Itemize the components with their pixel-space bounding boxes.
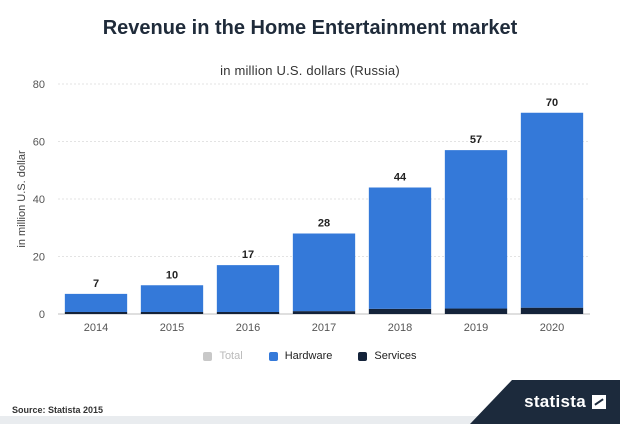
- data-labels: 7 10 17 28 44 57 70: [93, 97, 558, 290]
- x-tick-label: 2017: [312, 322, 336, 334]
- x-tick-label: 2014: [84, 322, 108, 334]
- bar-services: [216, 311, 280, 314]
- y-tick-label: 60: [33, 137, 45, 149]
- source-note: Source: Statista 2015: [12, 405, 104, 415]
- legend-label: Services: [374, 350, 417, 362]
- data-label: 17: [242, 249, 254, 261]
- legend-swatch: [268, 351, 278, 361]
- x-tick-label: 2019: [464, 322, 488, 334]
- legend-label: Hardware: [284, 350, 333, 362]
- chart-subtitle: in million U.S. dollars (Russia): [220, 63, 400, 78]
- footer-strip: [0, 416, 620, 424]
- x-tick-label: 2016: [236, 322, 260, 334]
- data-label: 70: [546, 97, 558, 109]
- legend-swatch: [203, 351, 213, 361]
- bars: [64, 112, 584, 314]
- bar-hardware: [292, 233, 356, 312]
- x-axis-ticks: 2014 2015 2016 2017 2018 2019 2020: [84, 322, 564, 334]
- x-tick-label: 2018: [388, 322, 412, 334]
- data-label: 7: [93, 278, 99, 290]
- legend-item-hardware[interactable]: Hardware: [268, 350, 333, 362]
- bar-services: [64, 311, 128, 314]
- x-tick-label: 2020: [540, 322, 564, 334]
- bar-services: [520, 307, 584, 314]
- chart-legend: Total Hardware Services: [0, 350, 620, 362]
- data-label: 28: [318, 218, 330, 230]
- bar-hardware: [140, 285, 204, 312]
- y-axis-title: in million U.S. dollar: [16, 150, 28, 248]
- brand-mark-icon: [592, 395, 606, 409]
- bar-services: [140, 311, 204, 314]
- bar-services: [292, 311, 356, 314]
- legend-swatch: [358, 351, 368, 361]
- data-label: 44: [394, 172, 407, 184]
- data-label: 10: [166, 269, 178, 281]
- legend-item-total[interactable]: Total: [203, 350, 243, 362]
- y-tick-label: 40: [33, 194, 45, 206]
- chart-title: Revenue in the Home Entertainment market: [102, 17, 518, 39]
- bar-hardware: [444, 150, 508, 309]
- y-axis-ticks: 0 20 40 60 80: [33, 79, 45, 321]
- legend-item-services[interactable]: Services: [358, 350, 417, 362]
- bar-hardware: [216, 265, 280, 312]
- bar-hardware: [368, 187, 432, 309]
- data-label: 57: [470, 134, 482, 146]
- bar-hardware: [64, 293, 128, 312]
- y-tick-label: 0: [39, 309, 45, 321]
- bar-hardware: [520, 112, 584, 308]
- y-tick-label: 20: [33, 252, 45, 264]
- bar-services: [444, 308, 508, 314]
- x-tick-label: 2015: [160, 322, 184, 334]
- brand-wordmark: statista: [524, 392, 586, 411]
- bar-services: [368, 308, 432, 314]
- y-tick-label: 80: [33, 79, 45, 91]
- legend-label: Total: [219, 350, 243, 362]
